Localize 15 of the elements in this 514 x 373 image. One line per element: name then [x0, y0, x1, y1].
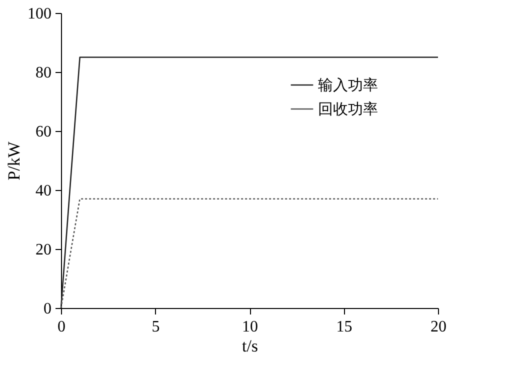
y-tick-label: 80 — [36, 64, 52, 82]
y-tick-label: 40 — [36, 182, 52, 200]
legend-label: 输入功率 — [318, 77, 378, 94]
x-tick-label: 20 — [430, 318, 446, 336]
x-tick-label: 15 — [336, 318, 352, 336]
y-tick-label: 100 — [28, 6, 52, 22]
x-axis-title: t/s — [242, 336, 258, 356]
x-tick-label: 5 — [152, 318, 160, 336]
y-tick-label: 60 — [36, 124, 52, 140]
y-axis-title: P/kW — [4, 140, 24, 180]
x-tick-label: 10 — [242, 318, 258, 336]
y-tick-label: 0 — [44, 300, 52, 318]
y-tick-label: 20 — [36, 242, 52, 258]
x-tick-label: 0 — [58, 318, 66, 336]
legend-label: 回收功率 — [318, 101, 378, 118]
